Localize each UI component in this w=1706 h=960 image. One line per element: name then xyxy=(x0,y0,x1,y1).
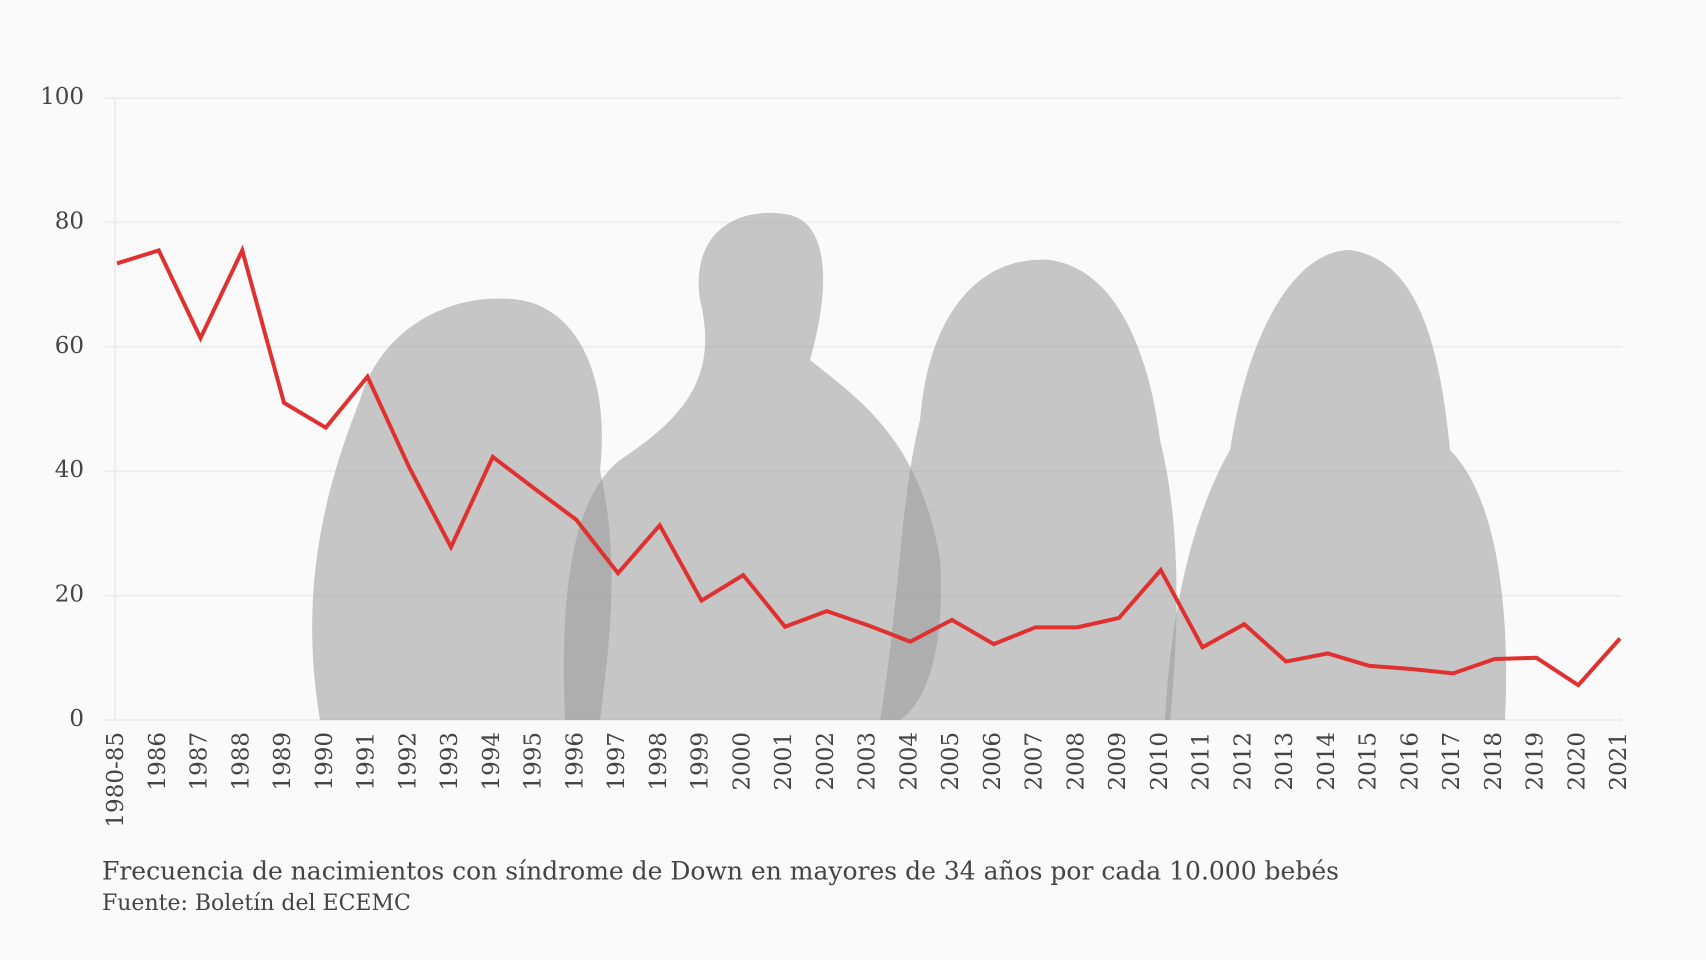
photo-person-2 xyxy=(563,212,941,720)
x-tick-label: 2020 xyxy=(1564,732,1590,791)
x-tick-label: 2003 xyxy=(855,732,881,791)
x-tick-label: 2018 xyxy=(1481,732,1507,791)
x-tick-label: 2001 xyxy=(771,732,797,791)
x-tick-label: 1988 xyxy=(228,732,254,791)
x-tick-label: 2016 xyxy=(1397,732,1423,791)
x-tick-label: 1996 xyxy=(562,732,588,791)
photo-person-1 xyxy=(312,298,612,720)
photo-person-3 xyxy=(880,259,1177,720)
x-tick-label: 2013 xyxy=(1272,732,1298,791)
x-tick-label: 1994 xyxy=(479,732,505,791)
x-tick-label: 2009 xyxy=(1105,732,1131,791)
x-tick-label: 2002 xyxy=(813,732,839,791)
y-tick-label: 100 xyxy=(40,84,84,110)
data-line xyxy=(116,244,1622,688)
x-tick-label: 2021 xyxy=(1606,732,1632,791)
x-tick-label: 2000 xyxy=(729,732,755,791)
x-tick-label: 1998 xyxy=(646,732,672,791)
x-tick-label: 2019 xyxy=(1523,732,1549,791)
x-tick-label: 1992 xyxy=(395,732,421,791)
x-tick-label: 2008 xyxy=(1063,732,1089,791)
y-tick-label: 80 xyxy=(55,208,84,234)
y-tick-label: 20 xyxy=(55,582,84,608)
source: Fuente: Boletín del ECEMC xyxy=(102,891,411,916)
x-tick-label: 2007 xyxy=(1022,732,1048,791)
x-tick-label: 2011 xyxy=(1189,732,1215,791)
x-tick-label: 2010 xyxy=(1147,732,1173,791)
x-tick-label: 2017 xyxy=(1439,732,1465,791)
y-tick-label: 40 xyxy=(55,457,84,483)
x-tick-label: 1980-85 xyxy=(103,732,129,828)
caption: Frecuencia de nacimientos con síndrome d… xyxy=(102,857,1339,886)
x-tick-label: 1993 xyxy=(437,732,463,791)
x-tick-label: 2014 xyxy=(1314,732,1340,791)
x-tick-label: 2004 xyxy=(896,732,922,791)
x-tick-label: 1997 xyxy=(604,732,630,791)
x-tick-label: 2005 xyxy=(938,732,964,791)
y-tick-label: 0 xyxy=(69,706,84,732)
x-tick-label: 1990 xyxy=(312,732,338,791)
x-tick-label: 1991 xyxy=(354,732,380,791)
x-tick-label: 1986 xyxy=(145,732,171,791)
x-tick-label: 1995 xyxy=(521,732,547,791)
x-tick-label: 1987 xyxy=(187,732,213,791)
y-tick-label: 60 xyxy=(55,333,84,359)
x-tick-label: 2006 xyxy=(980,732,1006,791)
photo-person-4 xyxy=(1165,250,1507,720)
x-tick-label: 2012 xyxy=(1230,732,1256,791)
x-tick-label: 1999 xyxy=(688,732,714,791)
x-tick-label: 2015 xyxy=(1356,732,1382,791)
x-tick-label: 1989 xyxy=(270,732,296,791)
photo-collage xyxy=(312,212,1507,720)
